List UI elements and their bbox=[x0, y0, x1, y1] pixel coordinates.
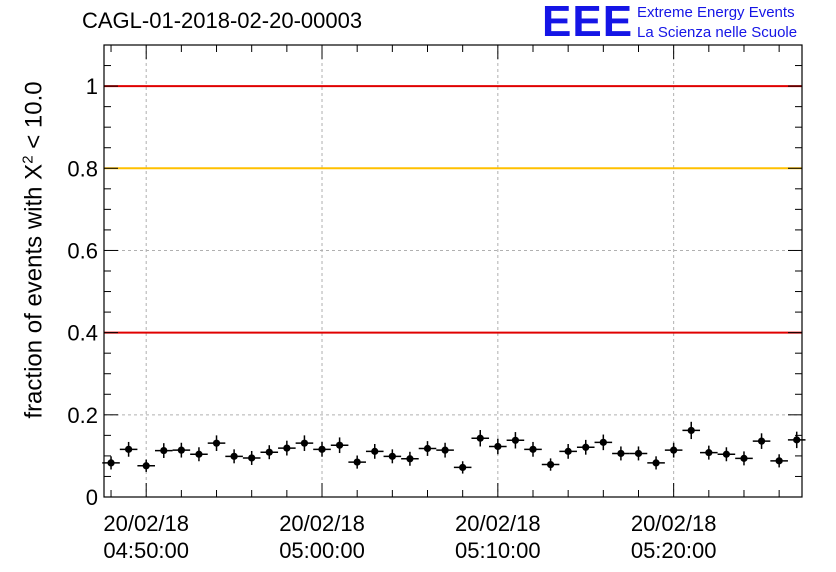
y-tick-label: 0.2 bbox=[67, 403, 98, 428]
data-point bbox=[335, 441, 344, 449]
data-point bbox=[212, 439, 221, 447]
data-point bbox=[757, 437, 766, 445]
data-point bbox=[441, 446, 449, 454]
data-point bbox=[634, 449, 643, 458]
data-point bbox=[459, 463, 467, 472]
data-point bbox=[793, 436, 801, 444]
data-point bbox=[248, 454, 256, 462]
x-tick-label-time: 05:20:00 bbox=[631, 538, 717, 563]
data-point bbox=[371, 447, 379, 455]
data-point bbox=[353, 458, 361, 466]
data-point bbox=[705, 449, 713, 457]
y-tick-label: 0.4 bbox=[67, 321, 98, 346]
chart-title: CAGL-01-2018-02-20-00003 bbox=[82, 8, 363, 33]
y-tick-label: 0 bbox=[86, 485, 98, 510]
y-tick-label: 0.6 bbox=[67, 238, 98, 263]
data-point bbox=[265, 448, 273, 456]
eee-logo: EEE Extreme Energy Events La Scienza nel… bbox=[542, 0, 832, 46]
data-point bbox=[230, 452, 238, 460]
data-point bbox=[494, 442, 502, 451]
logo-line-2: La Scienza nelle Scuole bbox=[637, 24, 798, 41]
data-point bbox=[652, 459, 660, 467]
data-point bbox=[722, 450, 730, 458]
x-tick-label-date: 20/02/18 bbox=[631, 511, 717, 536]
data-point bbox=[476, 434, 484, 442]
data-point bbox=[142, 462, 150, 470]
x-tick-label-time: 05:00:00 bbox=[279, 538, 365, 563]
data-point bbox=[599, 438, 607, 446]
data-point bbox=[511, 436, 520, 444]
data-point bbox=[388, 452, 396, 460]
data-point bbox=[300, 439, 309, 447]
plot-frame bbox=[103, 44, 803, 498]
x-tick-label-date: 20/02/18 bbox=[103, 511, 189, 536]
x-tick-label-time: 04:50:00 bbox=[103, 538, 189, 563]
data-point bbox=[670, 446, 678, 454]
data-point bbox=[423, 444, 432, 453]
data-point bbox=[406, 455, 414, 463]
x-tick-label-time: 05:10:00 bbox=[455, 538, 541, 563]
logo-line-1: Extreme Energy Events bbox=[637, 4, 795, 21]
y-tick-label: 0.8 bbox=[67, 156, 98, 181]
data-point bbox=[318, 445, 326, 453]
y-tick-label: 1 bbox=[86, 74, 98, 99]
data-point bbox=[617, 449, 625, 458]
data-point bbox=[125, 445, 133, 453]
data-point bbox=[283, 444, 291, 452]
data-point bbox=[546, 460, 555, 469]
data-point bbox=[582, 443, 590, 451]
data-point bbox=[160, 446, 168, 455]
data-point bbox=[107, 459, 115, 467]
data-point bbox=[177, 446, 185, 454]
x-tick-label-date: 20/02/18 bbox=[455, 511, 541, 536]
data-point bbox=[529, 445, 537, 453]
x-tick-label-date: 20/02/18 bbox=[279, 511, 365, 536]
data-point bbox=[740, 454, 748, 462]
data-point bbox=[564, 447, 572, 455]
data-point bbox=[687, 426, 695, 435]
logo-letters: EEE bbox=[542, 0, 634, 46]
data-point bbox=[195, 450, 203, 458]
data-point bbox=[775, 457, 783, 465]
